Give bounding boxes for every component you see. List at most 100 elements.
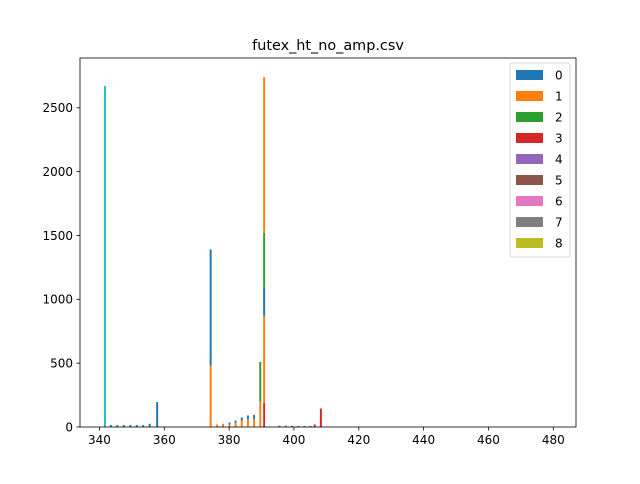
bar-segment (246, 419, 249, 427)
y-tick-label: 500 (50, 356, 73, 370)
bar-group (122, 425, 125, 427)
legend-label: 0 (555, 69, 563, 83)
bar-group (240, 417, 243, 427)
bar-segment (291, 425, 293, 427)
bar-group (309, 425, 312, 427)
bar-segment (209, 365, 212, 427)
legend-swatch (516, 133, 543, 143)
plot-frame (79, 57, 577, 428)
x-tick-label: 340 (88, 433, 111, 447)
x-tick-label: 380 (218, 433, 241, 447)
bar-group (221, 423, 224, 427)
x-tick-label: 420 (347, 433, 370, 447)
legend-label: 2 (555, 111, 563, 125)
legend-label: 4 (555, 153, 563, 167)
bar-segment (313, 424, 316, 427)
bars-layer (103, 77, 322, 427)
bar-segment (263, 77, 266, 233)
bar-group (135, 425, 138, 427)
x-tick-label: 440 (412, 433, 435, 447)
bar-group (313, 424, 316, 427)
bar-segment (156, 402, 159, 427)
bar-segment (253, 419, 256, 427)
bar-segment (263, 287, 266, 316)
bar-segment (263, 232, 266, 288)
bar-segment (216, 424, 219, 427)
bar-group (129, 425, 132, 427)
x-tick-label: 460 (477, 433, 500, 447)
bar-segment (240, 417, 243, 421)
bar-group (278, 425, 281, 427)
legend-entry: 4 (516, 153, 563, 167)
bar-segment (259, 401, 262, 427)
bar-segment (284, 425, 287, 427)
legend-swatch (516, 70, 543, 80)
legend-label: 3 (555, 132, 563, 146)
bar-segment (135, 425, 138, 427)
bar-group (259, 361, 262, 427)
bar-segment (263, 402, 266, 427)
bar-segment (303, 425, 306, 427)
bar-group (116, 425, 119, 427)
bar-group (156, 402, 159, 427)
bar-segment (228, 424, 231, 427)
bar-group (209, 249, 212, 427)
y-tick-label: 1000 (42, 293, 73, 307)
legend-entry: 1 (516, 90, 563, 104)
legend: 0 1 2 3 4 5 6 7 8 (509, 62, 571, 258)
legend-entry: 5 (516, 174, 563, 188)
legend-swatch (516, 91, 543, 101)
bar-segment (221, 423, 224, 427)
legend-label: 8 (555, 237, 563, 251)
bar-segment (129, 425, 132, 427)
bar-segment (263, 315, 266, 403)
legend-swatch (516, 154, 543, 164)
legend-swatch (516, 112, 543, 122)
legend-label: 6 (555, 195, 563, 209)
bar-group (297, 425, 300, 427)
legend-swatch (516, 217, 543, 227)
bar-group (253, 414, 256, 427)
chart-title: futex_ht_no_amp.csv (252, 38, 404, 54)
legend-entry: 7 (516, 216, 563, 230)
bar-segment (246, 415, 249, 420)
bar-segment (148, 423, 151, 427)
legend-swatch (516, 175, 543, 185)
y-tick-label: 2000 (42, 165, 73, 179)
legend-swatch (516, 196, 543, 206)
legend-entry: 2 (516, 111, 563, 125)
bar-segment (116, 425, 119, 427)
legend-label: 5 (555, 174, 563, 188)
bar-group (284, 425, 287, 427)
bar-segment (122, 425, 125, 427)
bar-group (319, 408, 322, 427)
bar-segment (142, 425, 145, 427)
bar-segment (278, 425, 281, 427)
legend-label: 7 (555, 216, 563, 230)
y-tick-label: 0 (65, 420, 73, 434)
bar-segment (103, 86, 106, 427)
axes-layer: 340 360 380 400 420 440 460 4800500100015002000… (42, 57, 577, 447)
bar-segment (209, 249, 212, 366)
bar-segment (234, 422, 237, 427)
bar-segment (109, 425, 112, 427)
legend-swatch (516, 238, 543, 248)
legend-entry: 6 (516, 195, 563, 209)
bar-segment (228, 422, 231, 425)
bar-segment (297, 425, 300, 427)
bar-group (246, 415, 249, 427)
x-tick-label: 400 (283, 433, 306, 447)
x-tick-label: 360 (153, 433, 176, 447)
bar-segment (234, 420, 237, 423)
x-tick-label: 480 (542, 433, 565, 447)
bar-segment (319, 408, 322, 427)
bar-segment (240, 420, 243, 427)
y-tick-label: 2500 (42, 101, 73, 115)
bar-group (216, 424, 219, 427)
bar-group (228, 422, 231, 427)
bar-segment (259, 361, 262, 402)
bar-segment (253, 414, 256, 420)
bar-group (109, 425, 112, 427)
